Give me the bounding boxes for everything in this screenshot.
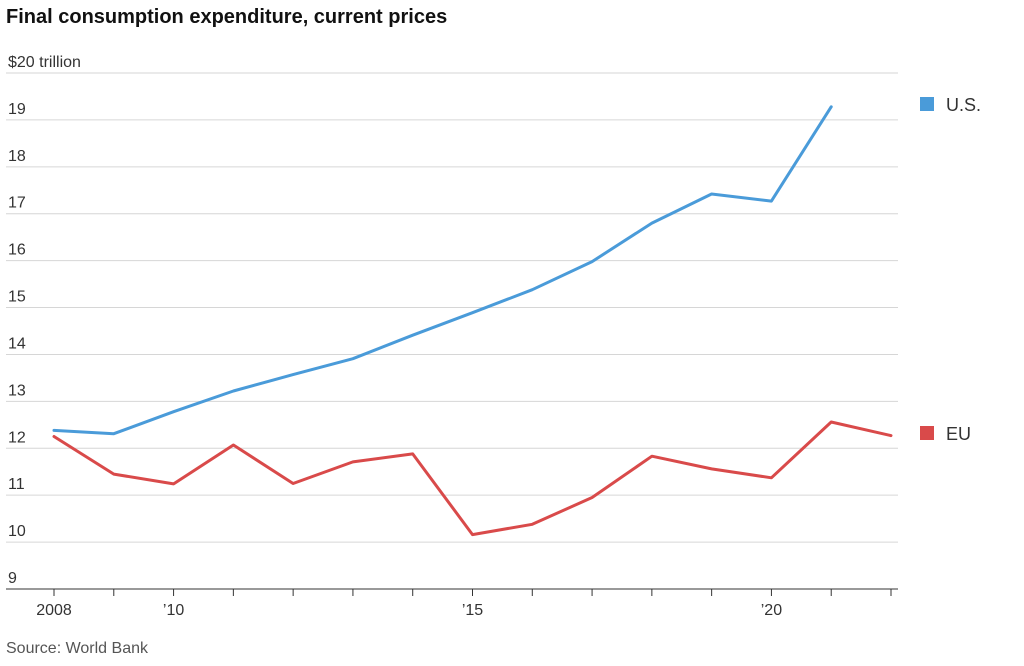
data-point-us-2012 (291, 372, 296, 377)
y-tick-label-19: 19 (8, 101, 26, 118)
legend-swatch-us (920, 97, 934, 111)
data-point-eu-2021 (829, 420, 834, 425)
data-point-eu-2015 (470, 532, 475, 537)
x-axis: 2008 ’10 ’15 ’20 (6, 588, 898, 619)
y-tick-label-14: 14 (8, 335, 26, 352)
data-point-us-2016 (530, 287, 535, 292)
x-tick-label-2015: ’15 (462, 602, 483, 619)
data-point-us-2020 (769, 199, 774, 204)
y-tick-label-11: 11 (8, 476, 25, 493)
y-tick-label-10: 10 (8, 523, 26, 540)
y-tick-label-13: 13 (8, 382, 26, 399)
source-note: Source: World Bank (6, 640, 148, 657)
data-point-eu-2016 (530, 522, 535, 527)
series-line-eu (52, 420, 893, 537)
data-point-us-2019 (709, 192, 714, 197)
series-line-us (52, 105, 833, 436)
data-series (52, 104, 894, 537)
data-point-eu-2011 (231, 442, 236, 447)
y-tick-label-17: 17 (8, 195, 26, 212)
data-point-us-2008 (52, 428, 57, 433)
data-point-us-2013 (350, 356, 355, 361)
x-tick-label-2010: ’10 (163, 602, 184, 619)
legend: U.S. EU (920, 95, 981, 444)
y-tick-label-16: 16 (8, 242, 26, 259)
y-tick-label-20: $20 trillion (8, 54, 81, 71)
data-point-us-2011 (231, 389, 236, 394)
y-tick-label-15: 15 (8, 289, 26, 306)
y-tick-label-12: 12 (8, 429, 26, 446)
y-tick-label-18: 18 (8, 148, 26, 165)
data-point-eu-2020 (769, 475, 774, 480)
data-point-eu-2008 (52, 434, 57, 439)
data-point-eu-2010 (171, 481, 176, 486)
data-point-eu-2012 (291, 481, 296, 486)
data-point-eu-2013 (350, 459, 355, 464)
data-point-eu-2018 (649, 454, 654, 459)
data-point-eu-2014 (410, 451, 415, 456)
data-point-eu-2019 (709, 466, 714, 471)
legend-swatch-eu (920, 426, 934, 440)
y-tick-label-9: 9 (8, 570, 17, 587)
data-point-eu-2022 (889, 433, 894, 438)
gridlines (6, 72, 898, 543)
data-point-us-2018 (649, 221, 654, 226)
data-point-us-2021 (829, 104, 834, 109)
x-tick-label-2020: ’20 (761, 602, 782, 619)
data-point-eu-2009 (111, 472, 116, 477)
chart-title: Final consumption expenditure, current p… (6, 6, 448, 28)
x-tick-label-2008: 2008 (36, 602, 72, 619)
legend-label-eu: EU (946, 424, 971, 444)
data-point-us-2009 (111, 431, 116, 436)
y-axis-tick-labels: $20 trillion 19 18 17 16 15 14 13 12 11 10 9 (8, 54, 81, 587)
data-point-us-2014 (410, 333, 415, 338)
data-point-us-2017 (590, 259, 595, 264)
data-point-eu-2017 (590, 495, 595, 500)
data-point-us-2015 (470, 310, 475, 315)
legend-label-us: U.S. (946, 95, 981, 115)
data-point-us-2010 (171, 409, 176, 414)
